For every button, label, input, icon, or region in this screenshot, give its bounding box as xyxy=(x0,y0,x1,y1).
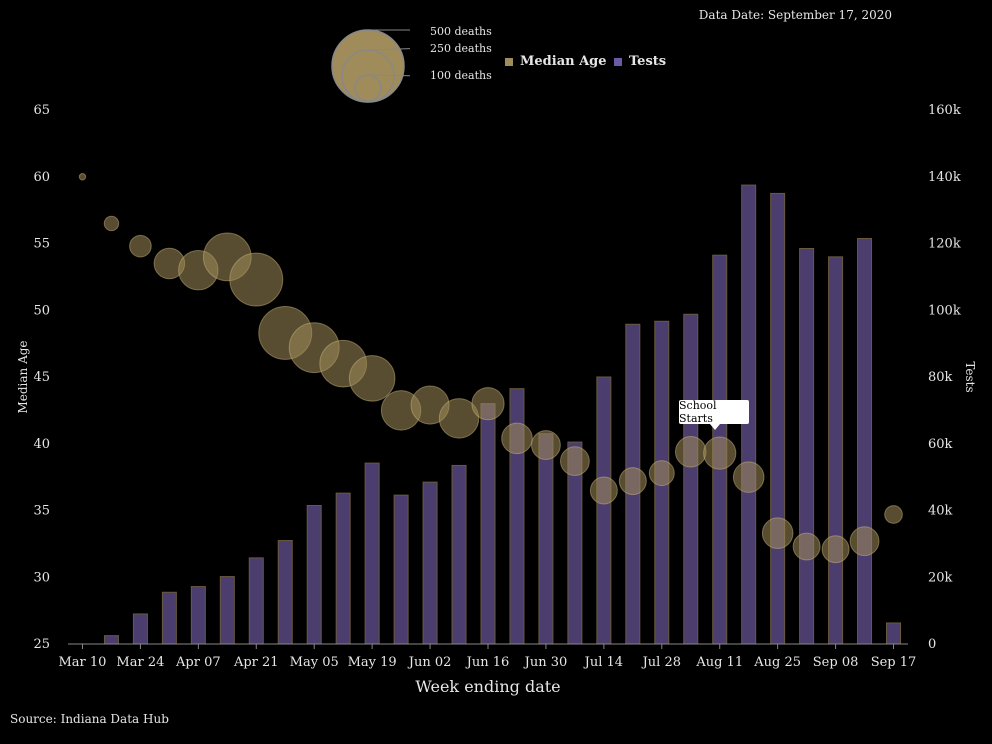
x-tick-label: May 19 xyxy=(348,655,397,670)
median-age-bubble xyxy=(103,215,120,232)
source-note: Source: Indiana Data Hub xyxy=(10,712,169,726)
median-age-bubble xyxy=(648,460,675,487)
tests-bar xyxy=(770,192,786,645)
y-left-tick-label: 40 xyxy=(33,437,50,452)
x-tick-label: Mar 10 xyxy=(59,655,107,670)
x-axis-title: Week ending date xyxy=(415,677,560,696)
bars-group xyxy=(103,184,902,645)
median-age-bubble xyxy=(348,355,396,402)
y-right-tick-label: 0 xyxy=(928,637,936,652)
y-right-tick-label: 140k xyxy=(928,170,961,185)
median-age-bubble xyxy=(821,535,850,564)
tests-bar xyxy=(799,248,815,645)
x-tick-label: Mar 24 xyxy=(116,655,164,670)
y-right-tick-label: 100k xyxy=(928,303,961,318)
size-legend-500-circle xyxy=(331,29,405,103)
tests-bar xyxy=(248,557,264,645)
y-right-tick-label: 60k xyxy=(928,437,953,452)
x-tick-label: Sep 17 xyxy=(871,655,917,670)
median-age-bubble xyxy=(732,461,765,493)
x-tick-label: May 05 xyxy=(290,655,339,670)
x-tick-label: Apr 21 xyxy=(233,655,279,670)
x-tick-label: Apr 07 xyxy=(175,655,221,670)
y-left-tick-label: 25 xyxy=(33,637,50,652)
x-tick-label: Jun 02 xyxy=(407,655,452,670)
bubbles-group xyxy=(78,173,903,564)
median-age-bubble xyxy=(792,532,821,561)
median-age-bubble xyxy=(884,505,903,524)
tests-bar xyxy=(596,376,612,645)
x-tick-label: Jul 28 xyxy=(641,655,681,670)
median-age-bubble xyxy=(849,526,880,557)
tests-bar xyxy=(306,504,322,645)
y-left-tick-label: 35 xyxy=(33,504,50,519)
tests-bar xyxy=(103,635,119,645)
y-right-tick-label: 120k xyxy=(928,237,961,252)
median-age-bubble xyxy=(438,398,480,439)
median-age-swatch xyxy=(505,57,513,66)
y-left-tick-label: 30 xyxy=(33,570,50,585)
tests-bar xyxy=(828,256,844,645)
size-legend-100-line xyxy=(367,74,410,77)
tests-bar xyxy=(480,403,496,645)
school-starts-tooltip: School Starts xyxy=(679,399,749,430)
median-age-bubble xyxy=(589,476,618,505)
size-legend xyxy=(331,29,410,103)
median-age-bubble xyxy=(618,467,647,496)
tests-bar xyxy=(538,433,554,645)
legend-tests-label: Tests xyxy=(629,54,667,69)
tests-bar xyxy=(886,622,902,645)
x-tick-label: Jun 16 xyxy=(465,655,510,670)
tests-bar xyxy=(422,481,438,645)
size-legend-250-line xyxy=(367,48,410,51)
tests-bar xyxy=(364,462,380,645)
median-age-bubble xyxy=(761,517,794,549)
y-left-tick-label: 45 xyxy=(33,370,50,385)
y-right-tick-label: 40k xyxy=(928,504,953,519)
y-left-tick-label: 60 xyxy=(33,170,50,185)
tests-bar xyxy=(335,492,351,645)
y-left-tick-label: 55 xyxy=(33,237,50,252)
x-tick-label: Jun 30 xyxy=(523,655,568,670)
size-label-500: 500 deaths xyxy=(430,25,492,38)
x-tick-label: Aug 25 xyxy=(753,655,801,670)
tests-bar xyxy=(219,576,235,645)
y-right-axis-title: Tests xyxy=(963,361,977,392)
y-right-tick-label: 80k xyxy=(928,370,953,385)
data-date: Data Date: September 17, 2020 xyxy=(698,8,892,22)
x-tick-label: Sep 08 xyxy=(813,655,859,670)
x-tick-label: Jul 14 xyxy=(583,655,623,670)
legend-tests[interactable]: Tests xyxy=(614,54,666,69)
tests-bar xyxy=(161,591,177,645)
median-age-bubble xyxy=(559,446,590,477)
tests-bar xyxy=(393,494,409,645)
legend-median-age[interactable]: Median Age xyxy=(505,54,607,69)
tests-bar xyxy=(190,586,206,645)
tests-swatch xyxy=(614,57,622,66)
tests-bar xyxy=(277,540,293,645)
median-age-bubble xyxy=(674,435,707,468)
median-age-bubble xyxy=(129,234,152,258)
median-age-bubble xyxy=(501,422,533,455)
y-left-tick-label: 50 xyxy=(33,303,50,318)
tests-bar xyxy=(683,313,699,645)
size-label-100: 100 deaths xyxy=(430,69,492,82)
y-left-axis-title: Median Age xyxy=(16,340,30,413)
y-right-tick-label: 20k xyxy=(928,570,953,585)
y-left-tick-label: 65 xyxy=(33,103,50,118)
y-right-tick-label: 160k xyxy=(928,103,961,118)
median-age-bubble xyxy=(703,436,737,470)
median-age-bubble xyxy=(471,387,505,421)
x-tick-label: Aug 11 xyxy=(695,655,743,670)
legend-median-age-label: Median Age xyxy=(520,54,607,69)
tests-bar xyxy=(132,613,148,645)
median-age-bubble xyxy=(229,252,284,307)
median-age-bubble xyxy=(78,173,87,181)
size-label-250: 250 deaths xyxy=(430,42,492,55)
tests-bar xyxy=(451,464,467,645)
median-age-bubble xyxy=(531,430,561,460)
tests-bar xyxy=(857,237,873,645)
